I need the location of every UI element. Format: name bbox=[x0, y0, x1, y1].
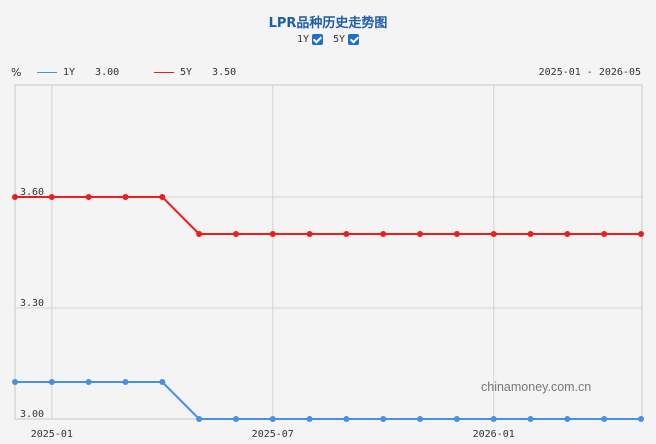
unit-label: % bbox=[11, 66, 22, 79]
series-line-1y bbox=[15, 381, 641, 420]
data-point-5y[interactable] bbox=[380, 231, 387, 237]
toggle-5y-label: 5Y bbox=[333, 34, 346, 45]
data-point-5y[interactable] bbox=[48, 194, 55, 200]
data-point-1y[interactable] bbox=[638, 416, 644, 422]
series-toggles: 1Y 5Y bbox=[0, 34, 656, 45]
y-tick-label: 3.00 bbox=[20, 409, 44, 420]
data-point-1y[interactable] bbox=[417, 416, 424, 422]
data-point-1y[interactable] bbox=[564, 416, 571, 422]
data-point-5y[interactable] bbox=[85, 194, 92, 200]
data-point-5y[interactable] bbox=[417, 231, 424, 237]
data-point-1y[interactable] bbox=[306, 416, 313, 422]
data-point-1y[interactable] bbox=[601, 416, 608, 422]
toggle-1y-label: 1Y bbox=[296, 34, 309, 45]
series-1y bbox=[12, 379, 644, 422]
data-point-5y[interactable] bbox=[159, 194, 166, 200]
toggle-1y[interactable]: 1Y bbox=[297, 34, 323, 45]
series-5y bbox=[12, 194, 644, 237]
legend-value-1y: 3.00 bbox=[95, 67, 120, 78]
data-point-1y[interactable] bbox=[12, 379, 18, 385]
toggle-5y[interactable]: 5Y bbox=[333, 34, 360, 45]
legend-name-1y: 1Y bbox=[63, 67, 76, 78]
x-axis-labels: 2025-01 2025-07 2026-01 bbox=[31, 429, 515, 440]
chart-title: LPR品种历史走势图 bbox=[268, 16, 388, 31]
legend-row: % 1Y 3.00 5Y 3.50 2025-01 - 2026-05 bbox=[0, 66, 656, 82]
legend-swatch-1y bbox=[37, 72, 57, 73]
series-layer bbox=[12, 194, 644, 422]
plot-frame bbox=[14, 84, 643, 420]
date-range-label: 2025-01 - 2026-05 bbox=[538, 67, 641, 78]
watermark: chinamoney.com.cn bbox=[481, 380, 592, 394]
data-point-5y[interactable] bbox=[232, 231, 239, 237]
toggle-5y-checkbox[interactable] bbox=[348, 34, 360, 45]
legend-name-5y: 5Y bbox=[180, 67, 193, 78]
data-point-5y[interactable] bbox=[269, 231, 276, 237]
data-point-1y[interactable] bbox=[196, 416, 203, 422]
data-point-1y[interactable] bbox=[269, 416, 276, 422]
toggle-1y-checkbox[interactable] bbox=[311, 34, 323, 45]
data-point-5y[interactable] bbox=[564, 231, 571, 237]
data-point-1y[interactable] bbox=[527, 416, 534, 422]
x-tick-label: 2025-01 bbox=[31, 429, 73, 440]
y-axis-labels: 3.00 3.30 3.60 bbox=[20, 187, 44, 420]
data-point-1y[interactable] bbox=[85, 379, 92, 385]
legend-item-1y[interactable]: 1Y 3.00 bbox=[37, 67, 119, 78]
vertical-gridlines bbox=[51, 85, 495, 419]
data-point-1y[interactable] bbox=[122, 379, 129, 385]
legend-item-5y[interactable]: 5Y 3.50 bbox=[154, 67, 236, 78]
data-point-5y[interactable] bbox=[601, 231, 608, 237]
x-tick-label: 2025-07 bbox=[252, 429, 294, 440]
data-point-5y[interactable] bbox=[306, 231, 313, 237]
data-point-5y[interactable] bbox=[122, 194, 129, 200]
y-tick-label: 3.60 bbox=[20, 187, 44, 198]
data-point-1y[interactable] bbox=[380, 416, 387, 422]
data-point-5y[interactable] bbox=[196, 231, 203, 237]
data-point-5y[interactable] bbox=[527, 231, 534, 237]
x-tick-label: 2026-01 bbox=[473, 429, 515, 440]
data-point-1y[interactable] bbox=[232, 416, 239, 422]
legend-value-5y: 3.50 bbox=[212, 67, 237, 78]
data-point-5y[interactable] bbox=[453, 231, 460, 237]
data-point-1y[interactable] bbox=[490, 416, 497, 422]
data-point-5y[interactable] bbox=[638, 231, 644, 237]
data-point-5y[interactable] bbox=[343, 231, 350, 237]
series-line-5y bbox=[15, 196, 641, 235]
data-point-1y[interactable] bbox=[48, 379, 55, 385]
data-point-1y[interactable] bbox=[343, 416, 350, 422]
data-point-5y[interactable] bbox=[12, 194, 18, 200]
data-point-5y[interactable] bbox=[490, 231, 497, 237]
y-tick-label: 3.30 bbox=[20, 298, 44, 309]
data-point-1y[interactable] bbox=[159, 379, 166, 385]
legend-swatch-5y bbox=[154, 72, 174, 73]
data-point-1y[interactable] bbox=[453, 416, 460, 422]
